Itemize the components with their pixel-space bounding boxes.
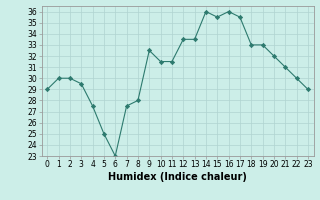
X-axis label: Humidex (Indice chaleur): Humidex (Indice chaleur)	[108, 172, 247, 182]
